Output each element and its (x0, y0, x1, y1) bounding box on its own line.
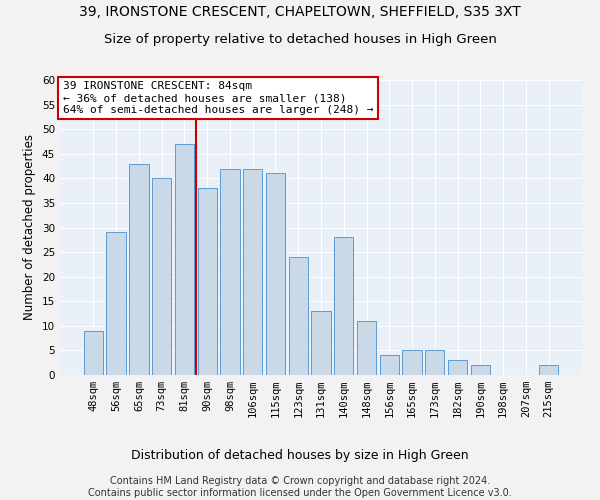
Y-axis label: Number of detached properties: Number of detached properties (23, 134, 37, 320)
Bar (539, 365, 558, 375)
Bar (84, 331, 103, 375)
Bar (357, 321, 376, 375)
Bar (243, 168, 262, 375)
Bar (129, 164, 149, 375)
Text: Contains HM Land Registry data © Crown copyright and database right 2024.
Contai: Contains HM Land Registry data © Crown c… (88, 476, 512, 498)
Bar (448, 360, 467, 375)
Bar (470, 365, 490, 375)
Bar (220, 168, 239, 375)
Text: 39, IRONSTONE CRESCENT, CHAPELTOWN, SHEFFIELD, S35 3XT: 39, IRONSTONE CRESCENT, CHAPELTOWN, SHEF… (79, 5, 521, 19)
Text: 39 IRONSTONE CRESCENT: 84sqm
← 36% of detached houses are smaller (138)
64% of s: 39 IRONSTONE CRESCENT: 84sqm ← 36% of de… (62, 82, 373, 114)
Text: Distribution of detached houses by size in High Green: Distribution of detached houses by size … (131, 450, 469, 462)
Bar (152, 178, 172, 375)
Bar (334, 238, 353, 375)
Bar (266, 174, 285, 375)
Bar (425, 350, 445, 375)
Bar (197, 188, 217, 375)
Bar (289, 257, 308, 375)
Bar (175, 144, 194, 375)
Bar (106, 232, 126, 375)
Text: Size of property relative to detached houses in High Green: Size of property relative to detached ho… (104, 32, 496, 46)
Bar (380, 356, 399, 375)
Bar (403, 350, 422, 375)
Bar (311, 311, 331, 375)
